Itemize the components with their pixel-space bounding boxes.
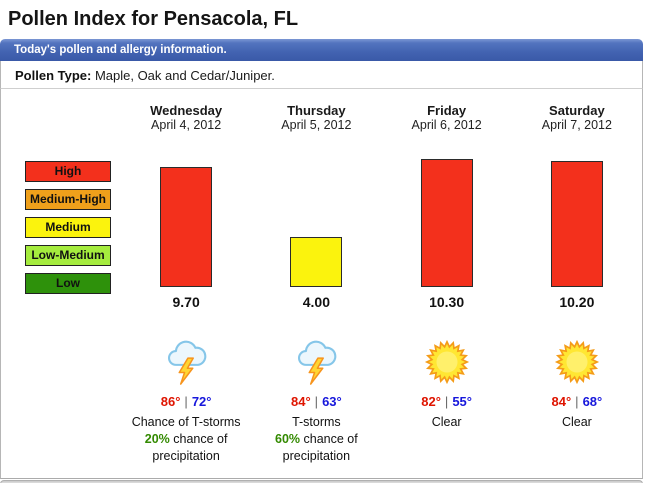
pollen-bar-area [382,145,512,287]
temperatures: 86° | 72° [121,394,251,409]
condition: Clear [431,415,462,429]
legend-item-high: High [25,161,111,182]
info-header-bar: Today's pollen and allergy information. [0,39,643,61]
temperatures: 84° | 63° [251,394,381,409]
legend: High Medium-High Medium Low-Medium Low [1,103,121,478]
temp-separator: | [184,394,188,409]
pollen-bar-area [512,145,642,287]
high-temp: 86° [160,394,181,409]
low-temp: 68° [582,394,603,409]
pollen-index-value: 9.70 [172,294,200,310]
high-temp: 84° [551,394,572,409]
forecast-text: Clear [382,414,512,431]
precip-percent: 60% [275,432,301,446]
sun-icon [554,339,600,390]
pollen-bar [290,237,343,287]
pollen-bar [550,161,603,287]
day-date: April 4, 2012 [151,118,222,132]
condition: Clear [561,415,592,429]
weather-icon-slot [121,339,251,387]
pollen-bar [420,159,473,287]
temp-separator: | [444,394,449,409]
legend-item-medium: Medium [25,217,111,238]
sun-icon [424,339,470,390]
day-name: Friday [427,103,467,118]
pollen-widget: Today's pollen and allergy information. … [0,39,643,483]
high-temp: 84° [291,394,311,409]
condition: T-storms [292,415,341,429]
day-column-thursday: Thursday April 5, 2012 4.00 [251,103,381,478]
weather-icon-slot [251,339,381,387]
day-date: April 6, 2012 [411,118,482,132]
temperatures: 82° | 55° [382,394,512,409]
temp-separator: | [575,394,579,409]
day-name: Saturday [549,103,605,118]
precipitation-text: 60% chance of precipitation [251,431,381,465]
pollen-bar-area [251,145,381,287]
low-temp: 72° [191,394,212,409]
pollen-index-value: 10.20 [559,294,595,310]
day-column-friday: Friday April 6, 2012 10.30 [382,103,512,478]
pollen-bar-area [121,145,251,287]
day-name: Wednesday [150,103,223,118]
forecast-text: Clear [512,414,642,431]
high-temp: 82° [421,394,441,409]
weather-icon-slot [382,339,512,387]
low-temp: 55° [452,394,472,409]
precip-rest: chance of [169,432,228,446]
forecast-text: Chance of T-storms 20% chance of precipi… [121,414,251,465]
precip-percent: 20% [144,432,170,446]
chart-area: High Medium-High Medium Low-Medium Low W… [0,89,643,479]
pollen-type-value: Maple, Oak and Cedar/Juniper. [91,68,275,83]
precipitation-text: 20% chance of precipitation [121,431,251,465]
day-date: April 5, 2012 [281,118,352,132]
forecast-text: T-storms 60% chance of precipitation [251,414,381,465]
precip-line2: precipitation [282,449,351,463]
weather-icon-slot [512,339,642,387]
low-temp: 63° [322,394,342,409]
pollen-bar [160,167,213,287]
page-title: Pollen Index for Pensacola, FL [8,8,299,30]
day-date: April 7, 2012 [541,118,612,132]
pollen-index-value: 4.00 [302,294,330,310]
pollen-type-row: Pollen Type: Maple, Oak and Cedar/Junipe… [0,61,643,89]
day-name: Thursday [287,103,346,118]
legend-item-low-medium: Low-Medium [25,245,111,266]
pollen-type-label: Pollen Type: [15,68,92,83]
day-column-wednesday: Wednesday April 4, 2012 9.70 [121,103,251,478]
temp-separator: | [314,394,319,409]
thunderstorm-icon [163,339,209,390]
precip-rest: chance of [300,432,358,446]
day-column-saturday: Saturday April 7, 2012 10.20 [512,103,642,478]
pollen-index-value: 10.30 [429,294,465,310]
next-section-bar [0,480,643,483]
thunderstorm-icon [293,339,339,390]
legend-item-low: Low [25,273,111,294]
precip-line2: precipitation [152,449,220,463]
legend-item-medium-high: Medium-High [25,189,111,210]
temperatures: 84° | 68° [512,394,642,409]
condition: Chance of T-storms [131,415,241,429]
